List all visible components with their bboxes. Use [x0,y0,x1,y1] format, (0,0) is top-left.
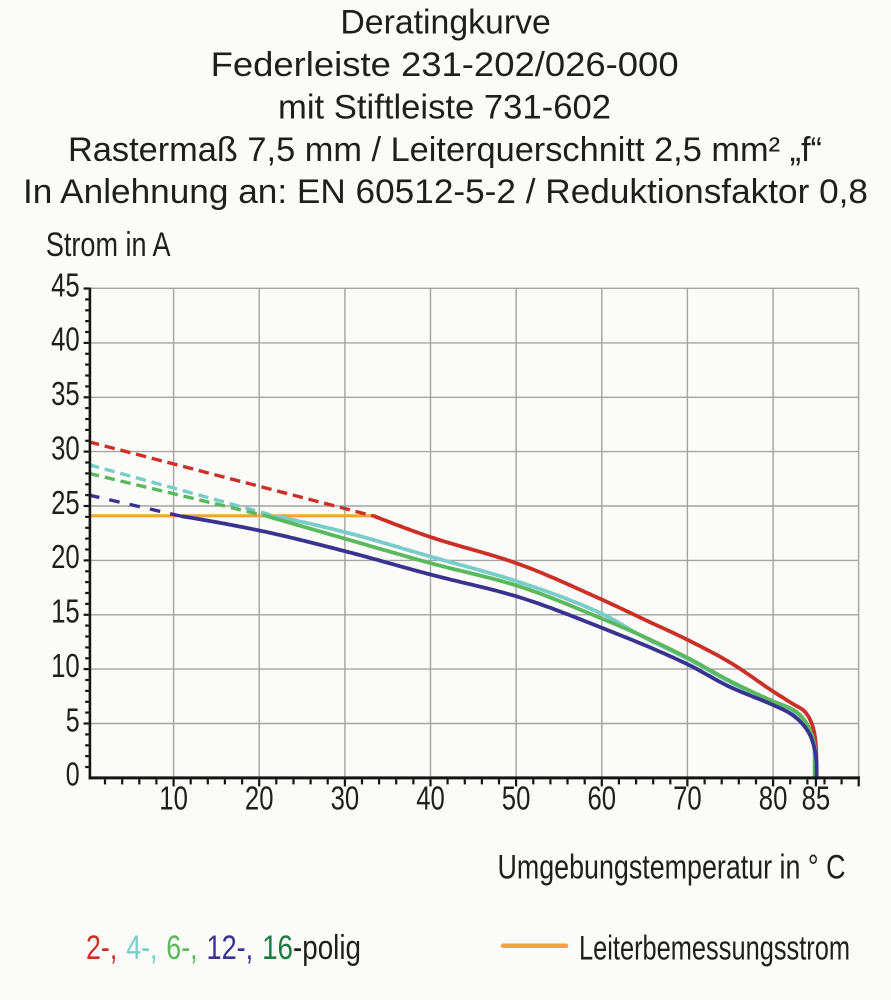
svg-text:In Anlehnung an: EN 60512-5-2: In Anlehnung an: EN 60512-5-2 / Reduktio… [23,173,868,211]
svg-text:16: 16 [262,929,293,967]
svg-text:20: 20 [245,780,274,817]
svg-text:70: 70 [673,780,702,817]
svg-text:30: 30 [51,429,80,466]
svg-text:35: 35 [51,375,80,412]
svg-text:40: 40 [51,321,80,358]
svg-text:60: 60 [588,780,617,817]
svg-text:6-,: 6-, [166,929,197,967]
svg-text:10: 10 [159,780,188,817]
svg-text:4-,: 4-, [126,929,157,967]
svg-text:85: 85 [802,780,831,817]
svg-text:Strom in A: Strom in A [46,226,171,264]
svg-text:15: 15 [51,593,80,630]
svg-text:12-,: 12-, [207,929,254,967]
svg-text:40: 40 [416,780,445,817]
svg-text:5: 5 [66,701,80,738]
svg-text:50: 50 [502,780,531,817]
svg-text:30: 30 [331,780,360,817]
svg-text:-polig: -polig [293,929,361,967]
svg-text:0: 0 [66,756,80,793]
svg-text:80: 80 [759,780,788,817]
svg-text:10: 10 [51,647,80,684]
svg-text:Leiterbemessungsstrom: Leiterbemessungsstrom [579,929,850,967]
svg-text:Rastermaß 7,5 mm / Leiterquers: Rastermaß 7,5 mm / Leiterquerschnitt 2,5… [68,131,822,169]
svg-text:45: 45 [51,266,80,303]
svg-text:Deratingkurve: Deratingkurve [340,4,550,42]
svg-text:2-,: 2-, [86,929,117,967]
svg-text:Umgebungstemperatur in ° C: Umgebungstemperatur in ° C [498,849,846,887]
svg-text:mit Stiftleiste 731-602: mit Stiftleiste 731-602 [278,88,611,126]
svg-text:20: 20 [51,538,80,575]
svg-text:Federleiste 231-202/026-000: Federleiste 231-202/026-000 [211,46,679,84]
svg-text:25: 25 [51,484,80,521]
